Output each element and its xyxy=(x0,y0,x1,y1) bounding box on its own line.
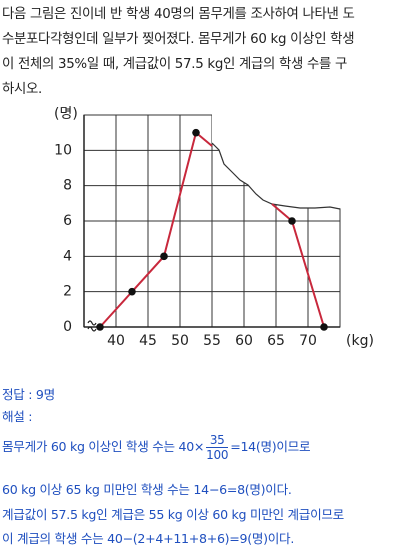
problem-line: 수분포다각형인데 일부가 찢어졌다. 몸무게가 60 kg 이상인 학생 xyxy=(2,32,355,47)
problem-line: 하시오. xyxy=(2,82,43,97)
data-point xyxy=(160,252,168,261)
solution-line: 몸무게가 60 kg 이상인 학생 수는 40× 35 100 =14(명)이므로 xyxy=(2,433,311,462)
y-tick-label: 0 xyxy=(63,319,72,335)
torn-area xyxy=(212,110,345,209)
x-tick-label: 65 xyxy=(267,333,285,349)
y-tick-label: 8 xyxy=(63,178,72,194)
y-tick-label: 4 xyxy=(63,248,72,264)
x-axis-label: (kg) xyxy=(346,333,374,349)
data-point xyxy=(128,287,136,296)
x-tick-label: 60 xyxy=(235,333,253,349)
text: 몸무게가 60 kg 이상인 학생 수는 40× xyxy=(2,439,205,454)
data-point xyxy=(192,128,200,137)
axis-break xyxy=(87,320,97,332)
torn-line-stub xyxy=(271,203,293,222)
solution-heading: 해설 : xyxy=(2,409,33,424)
solution-line: 60 kg 이상 65 kg 미만인 학생 수는 14−6=8(명)이다. xyxy=(2,482,292,497)
x-tick-label: 55 xyxy=(203,333,221,349)
y-tick-label: 2 xyxy=(63,284,72,300)
data-point xyxy=(96,323,104,331)
x-tick-label: 70 xyxy=(299,333,317,349)
data-point xyxy=(288,217,296,225)
y-axis-label: (명) xyxy=(54,106,78,122)
x-tick-label: 40 xyxy=(107,333,125,349)
tear-edge xyxy=(211,142,341,210)
y-tick-label: 10 xyxy=(54,142,72,158)
text: =14(명)이므로 xyxy=(230,439,311,454)
data-point xyxy=(320,323,328,331)
fraction: 35 100 xyxy=(206,433,228,462)
problem-line: 다음 그림은 진이네 반 학생 40명의 몸무게를 조사하여 나타낸 도 xyxy=(2,7,355,22)
problem-line: 이 전체의 35%일 때, 계급값이 57.5 kg인 계급의 학생 수를 구 xyxy=(2,57,348,72)
y-tick-label: 6 xyxy=(63,213,72,229)
chart: 0 2 4 6 8 10 40 45 50 55 60 65 70 (명) (kg) xyxy=(54,106,374,349)
solution-line: 계급값이 57.5 kg인 계급은 55 kg 이상 60 kg 미만인 계급이… xyxy=(2,507,344,522)
numerator: 35 xyxy=(206,433,229,448)
polygon-line xyxy=(99,132,325,328)
solution-line: 이 계급의 학생 수는 40−(2+4+11+8+6)=9(명)이다. xyxy=(2,531,295,546)
denominator: 100 xyxy=(206,448,229,462)
x-tick-label: 45 xyxy=(139,333,157,349)
answer: 정답 : 9명 xyxy=(2,387,55,402)
x-tick-label: 50 xyxy=(171,333,189,349)
